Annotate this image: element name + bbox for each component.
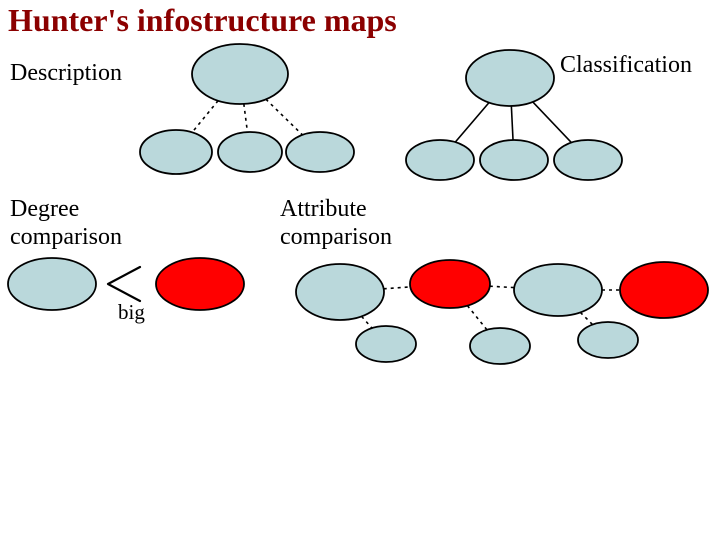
less-than-icon [108, 267, 140, 301]
node-class_root [466, 50, 554, 106]
node-class_c1 [406, 140, 474, 180]
dashed-edge [384, 287, 411, 289]
node-attr_s3 [578, 322, 638, 358]
node-attr_b1 [296, 264, 384, 320]
solid-edge [511, 106, 513, 140]
node-deg_right [156, 258, 244, 310]
dashed-edge [192, 101, 218, 133]
node-attr_r1 [410, 260, 490, 308]
dashed-edge [490, 286, 514, 287]
node-desc_c3 [286, 132, 354, 172]
dashed-edge [266, 99, 303, 135]
solid-edge [533, 102, 572, 143]
node-class_c2 [480, 140, 548, 180]
node-class_c3 [554, 140, 622, 180]
node-attr_b2 [514, 264, 602, 316]
node-attr_s1 [356, 326, 416, 362]
solid-edge [455, 103, 489, 143]
dashed-edge [362, 316, 372, 328]
node-desc_c1 [140, 130, 212, 174]
slide-stage: Hunter's infostructure maps Description … [0, 0, 720, 540]
node-deg_left [8, 258, 96, 310]
dashed-edge [244, 104, 248, 132]
node-desc_c2 [218, 132, 282, 172]
diagram-svg [0, 0, 720, 540]
dashed-edge [580, 312, 592, 324]
dashed-edge [467, 306, 487, 330]
node-attr_r2 [620, 262, 708, 318]
node-desc_root [192, 44, 288, 104]
node-attr_s2 [470, 328, 530, 364]
